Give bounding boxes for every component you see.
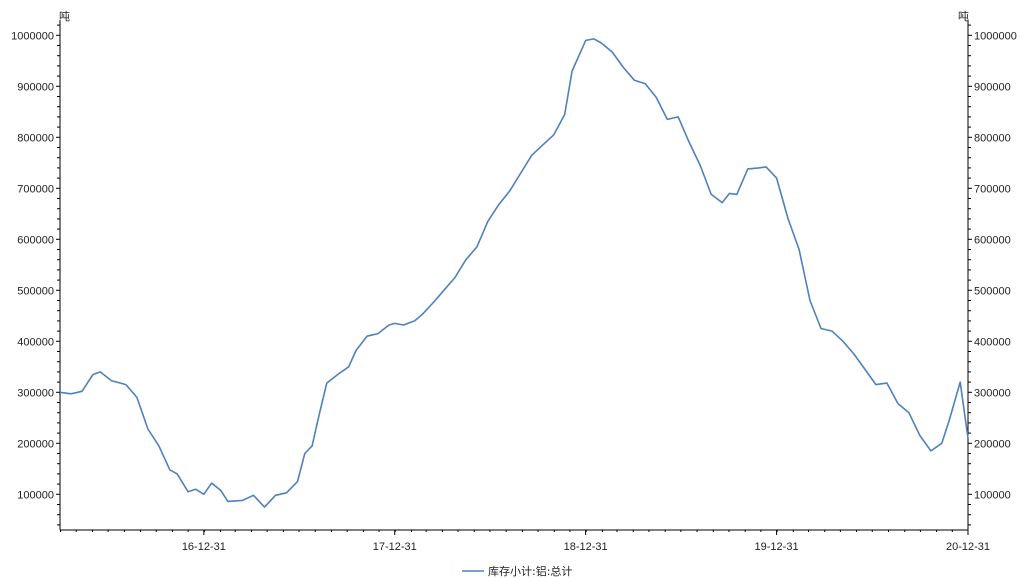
left-y-tick-label: 800000: [17, 132, 54, 144]
axes-group: [59, 20, 969, 531]
right-y-tick-label: 800000: [974, 132, 1011, 144]
right-y-tick-label: 1000000: [974, 30, 1017, 42]
series-line: [59, 38, 969, 508]
right-y-tick-label: 300000: [974, 387, 1011, 399]
left-y-tick-label: 300000: [17, 387, 54, 399]
left-y-tick-label: 900000: [17, 81, 54, 93]
x-tick-label: 19-12-31: [755, 541, 799, 553]
legend-label: 库存小计:铝:总计: [488, 564, 572, 578]
right-y-tick-label: 500000: [974, 285, 1011, 297]
right-y-tick-label: 200000: [974, 438, 1011, 450]
left-y-tick-label: 200000: [17, 438, 54, 450]
right-y-tick-label: 600000: [974, 234, 1011, 246]
right-y-tick-label: 700000: [974, 183, 1011, 195]
ticks-group: 100000 100000 200000 200000 300000 300000 4000…: [11, 24, 1017, 553]
left-unit-label: 吨: [59, 10, 70, 23]
x-tick-label: 20-12-31: [946, 541, 990, 553]
x-tick-label: 16-12-31: [182, 541, 226, 553]
right-unit-label: 吨: [958, 10, 969, 23]
right-y-tick-label: 100000: [974, 489, 1011, 501]
left-y-tick-label: 1000000: [11, 30, 54, 42]
right-y-tick-label: 400000: [974, 336, 1011, 348]
left-y-tick-label: 700000: [17, 183, 54, 195]
series-group: [59, 38, 969, 508]
legend: 库存小计:铝:总计: [462, 564, 572, 578]
left-y-tick-label: 100000: [17, 489, 54, 501]
left-y-tick-label: 500000: [17, 285, 54, 297]
right-y-tick-label: 900000: [974, 81, 1011, 93]
x-tick-label: 18-12-31: [564, 541, 608, 553]
left-y-tick-label: 600000: [17, 234, 54, 246]
x-tick-label: 17-12-31: [373, 541, 417, 553]
left-y-tick-label: 400000: [17, 336, 54, 348]
